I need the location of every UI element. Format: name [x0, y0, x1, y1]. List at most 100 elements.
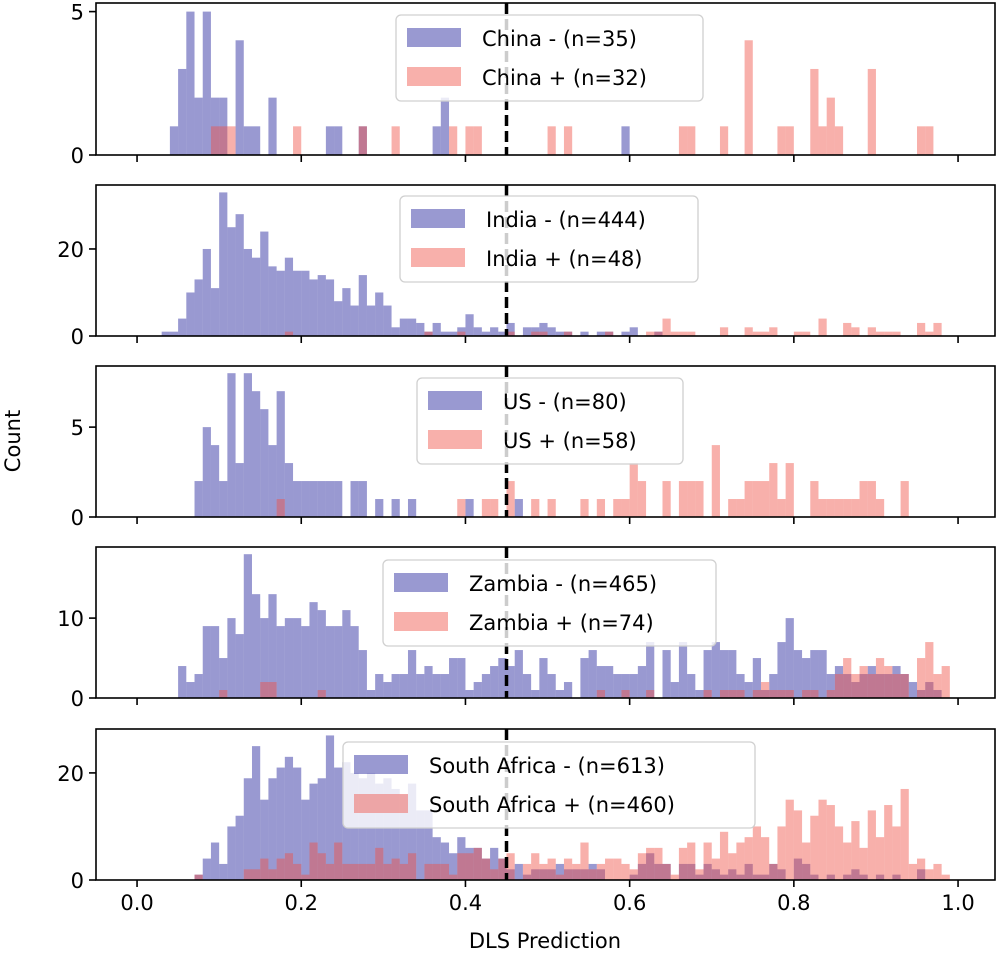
histogram-bar: [678, 331, 688, 336]
histogram-bar: [728, 853, 737, 880]
histogram-bar: [736, 674, 745, 698]
histogram-bar: [818, 499, 827, 517]
legend: China - (n=35) China + (n=32): [395, 14, 704, 102]
histogram-bar: [416, 810, 425, 880]
histogram-bar: [284, 618, 294, 698]
histogram-bar: [687, 674, 696, 698]
histogram-bar: [703, 842, 712, 880]
histogram-bar: [293, 863, 302, 880]
histogram-bar: [178, 318, 187, 336]
y-tick-label: 0: [71, 506, 84, 530]
legend-swatch-negative: [407, 28, 461, 47]
histogram-bar: [875, 658, 885, 698]
histogram-bar: [892, 666, 901, 698]
histogram-bar: [826, 499, 835, 517]
histogram-bar: [769, 863, 778, 880]
histogram-bar: [826, 805, 835, 880]
histogram-bar: [391, 858, 400, 880]
histogram-bar: [457, 658, 466, 698]
histogram-bar: [613, 858, 622, 880]
histogram-bar: [728, 650, 737, 698]
x-tick-label: 1.0: [941, 891, 974, 915]
histogram-bar: [243, 778, 252, 880]
histogram-bar: [711, 869, 720, 880]
histogram-bar: [473, 847, 482, 880]
histogram-bar: [621, 674, 630, 698]
y-axis-label: Count: [1, 410, 25, 472]
histogram-bar: [334, 626, 343, 698]
histogram-bar: [761, 481, 770, 517]
histogram-bar: [424, 863, 433, 880]
histogram-bar: [276, 499, 285, 517]
histogram-bar: [646, 847, 655, 880]
histogram-bar: [711, 858, 720, 880]
histogram-bar: [777, 826, 786, 880]
legend-box: [416, 377, 684, 465]
histogram-bar: [309, 602, 318, 698]
histogram-bar: [522, 863, 532, 880]
histogram-bar: [391, 499, 400, 517]
histogram-bar: [251, 746, 261, 880]
histogram-bar: [284, 331, 294, 336]
histogram-bar: [670, 331, 679, 336]
histogram-bar: [637, 853, 647, 880]
histogram-bar: [933, 863, 942, 880]
histogram-bar: [900, 788, 909, 880]
legend-swatch-positive: [354, 794, 408, 813]
histogram-bar: [826, 874, 835, 880]
histogram-bar: [432, 322, 441, 336]
legend: India - (n=444) India + (n=48): [399, 195, 699, 283]
histogram-bar: [227, 227, 236, 336]
histogram-bar: [309, 279, 318, 336]
histogram-bar: [687, 331, 696, 336]
legend-label-positive: China + (n=32): [482, 66, 647, 90]
histogram-bar: [235, 815, 244, 880]
histogram-bar: [293, 481, 302, 517]
histogram-bar: [744, 682, 753, 698]
histogram-bar: [843, 842, 852, 880]
histogram-bar: [736, 690, 745, 698]
histogram-bar: [219, 192, 228, 336]
histogram-bar: [900, 481, 909, 517]
histogram-bar: [366, 305, 376, 336]
histogram-bar: [506, 331, 515, 336]
histogram-bar: [424, 331, 433, 336]
histogram-bar: [785, 799, 794, 880]
histogram-bar: [260, 682, 269, 698]
histogram-bar: [424, 666, 433, 698]
histogram-bar: [810, 650, 819, 698]
histogram-bar: [761, 874, 770, 880]
histogram-bar: [202, 427, 211, 517]
histogram-bar: [194, 97, 203, 155]
histogram-bar: [908, 863, 917, 880]
histogram-bar: [605, 331, 614, 336]
histogram-bar: [719, 327, 729, 336]
histogram-bar: [695, 481, 704, 517]
histogram-bar: [219, 863, 228, 880]
legend-swatch-negative: [354, 755, 408, 774]
histogram-bar: [309, 842, 318, 880]
histogram-bar: [178, 68, 187, 155]
histogram-bar: [325, 863, 335, 880]
series-negative: [178, 554, 942, 698]
histogram-bar: [802, 842, 811, 880]
histogram-bar: [703, 690, 712, 698]
histogram-bar: [793, 331, 803, 336]
histogram-bar: [851, 821, 860, 880]
x-tick-label: 0.8: [777, 891, 810, 915]
histogram-bar: [424, 810, 433, 880]
histogram-bar: [588, 869, 597, 880]
legend-label-negative: Zambia - (n=465): [469, 572, 657, 596]
histogram-bar: [752, 658, 762, 698]
histogram-bar: [375, 292, 384, 336]
histogram-bar: [834, 674, 844, 698]
histogram-bar: [342, 863, 351, 880]
panel-china: 0 5 China - (n=35) China + (n=32): [71, 1, 996, 168]
panel-south-africa: 0.0 0.2 0.4 0.6 0.8 1.0 0 20 South Africa - (n=6…: [57, 728, 996, 915]
histogram-bar: [719, 831, 729, 880]
histogram-bar: [687, 842, 696, 880]
histogram-bar: [202, 11, 211, 155]
histogram-bar: [465, 126, 474, 155]
histogram-bar: [744, 327, 753, 336]
